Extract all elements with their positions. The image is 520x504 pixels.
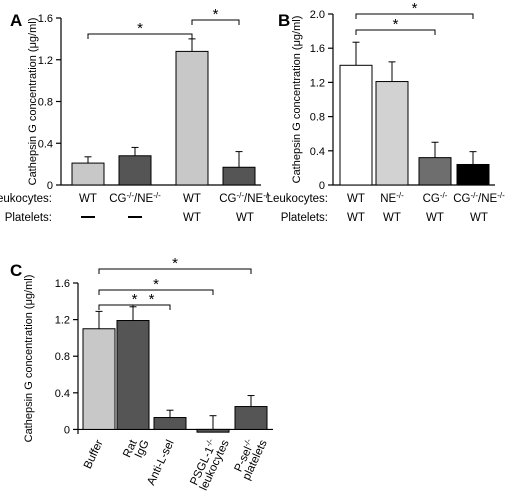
- y-tick-label: 0.8: [55, 351, 70, 363]
- category-label: Buffer: [82, 438, 106, 471]
- category-label: IgG: [133, 438, 152, 460]
- y-tick-label: 0.4: [38, 138, 53, 150]
- bar: [222, 166, 256, 186]
- bar: [116, 320, 150, 430]
- bar: [82, 328, 116, 430]
- row-label: Platelets:: [281, 212, 328, 224]
- panel-label: A: [10, 11, 22, 30]
- bar: [153, 417, 187, 430]
- y-tick-label: 0: [47, 180, 53, 192]
- y-tick-label: 0.4: [310, 146, 325, 158]
- y-tick-label: 0.4: [55, 388, 70, 400]
- bar: [175, 50, 209, 186]
- bar: [71, 162, 105, 186]
- y-tick-label: 1.2: [310, 77, 325, 89]
- row-cell: WT: [470, 212, 488, 224]
- row-label: Leukocytes:: [0, 193, 52, 205]
- bar: [234, 406, 268, 430]
- bar: [196, 428, 230, 433]
- significance-bracket: [355, 29, 436, 35]
- y-tick-label: 0.8: [38, 97, 53, 109]
- y-tick-label: 1.6: [310, 43, 325, 55]
- bar: [456, 163, 490, 186]
- panel-label: B: [278, 11, 290, 30]
- y-tick-label: 1.2: [38, 55, 53, 67]
- row-cell: WT: [183, 193, 201, 205]
- bar: [339, 64, 373, 186]
- y-tick-label: 1.2: [55, 315, 70, 327]
- significance-mark: *: [149, 291, 155, 308]
- y-tick-label: 0: [64, 424, 70, 436]
- significance-mark: *: [153, 276, 159, 293]
- row-cell: WT: [383, 212, 401, 224]
- y-axis-label: Cathepsin G concentration (μg/ml): [291, 16, 303, 184]
- significance-mark: *: [213, 6, 219, 23]
- significance-mark: *: [132, 291, 138, 308]
- significance-mark: *: [172, 255, 178, 272]
- y-tick-label: 2.0: [310, 9, 325, 21]
- bar: [375, 81, 409, 186]
- y-tick-label: 0: [319, 180, 325, 192]
- row-label: Leukocytes:: [267, 193, 328, 205]
- significance-bracket: [87, 33, 193, 39]
- y-tick-label: 1.6: [55, 278, 70, 290]
- row-cell: WT: [426, 212, 444, 224]
- panel-c: C 0 0.4 0.8 1.2 1.6 Cathepsin G concentration …: [10, 255, 273, 493]
- bar: [118, 155, 152, 186]
- significance-mark: *: [393, 16, 399, 33]
- row-cell: WT: [236, 212, 254, 224]
- bar: [418, 157, 452, 186]
- row-cell: WT: [347, 212, 365, 224]
- row-cell: —: [129, 212, 141, 224]
- row-cell: CG-/-/NE-/-: [109, 191, 161, 206]
- row-cell: CG-/-/NE-/-: [219, 191, 271, 206]
- row-cell: CG-/-: [423, 191, 448, 206]
- row-cell: WT: [183, 212, 201, 224]
- significance-mark: *: [412, 0, 418, 17]
- row-cell: CG-/-/NE-/-: [453, 191, 505, 206]
- significance-bracket: [191, 19, 240, 25]
- row-cell: WT: [347, 193, 365, 205]
- row-cell: NE-/-: [380, 191, 404, 206]
- y-tick-label: 0.8: [310, 112, 325, 124]
- row-cell: WT: [79, 193, 97, 205]
- significance-bracket: [98, 268, 252, 274]
- y-axis-label: Cathepsin G concentration (μg/ml): [27, 18, 39, 186]
- y-axis-label: Cathepsin G concentration (μg/ml): [23, 275, 35, 443]
- y-tick-label: 1.6: [38, 13, 53, 25]
- row-cell: —: [82, 212, 94, 224]
- significance-bracket: [98, 304, 171, 310]
- significance-bracket: [355, 13, 474, 19]
- panel-b: B 0 0.4 0.8 1.2 1.6 2.0 Cathepsin G concentrati…: [267, 0, 505, 224]
- panel-label: C: [10, 261, 22, 280]
- significance-bracket: [98, 289, 214, 295]
- significance-mark: *: [137, 20, 143, 37]
- row-label: Platelets:: [5, 212, 52, 224]
